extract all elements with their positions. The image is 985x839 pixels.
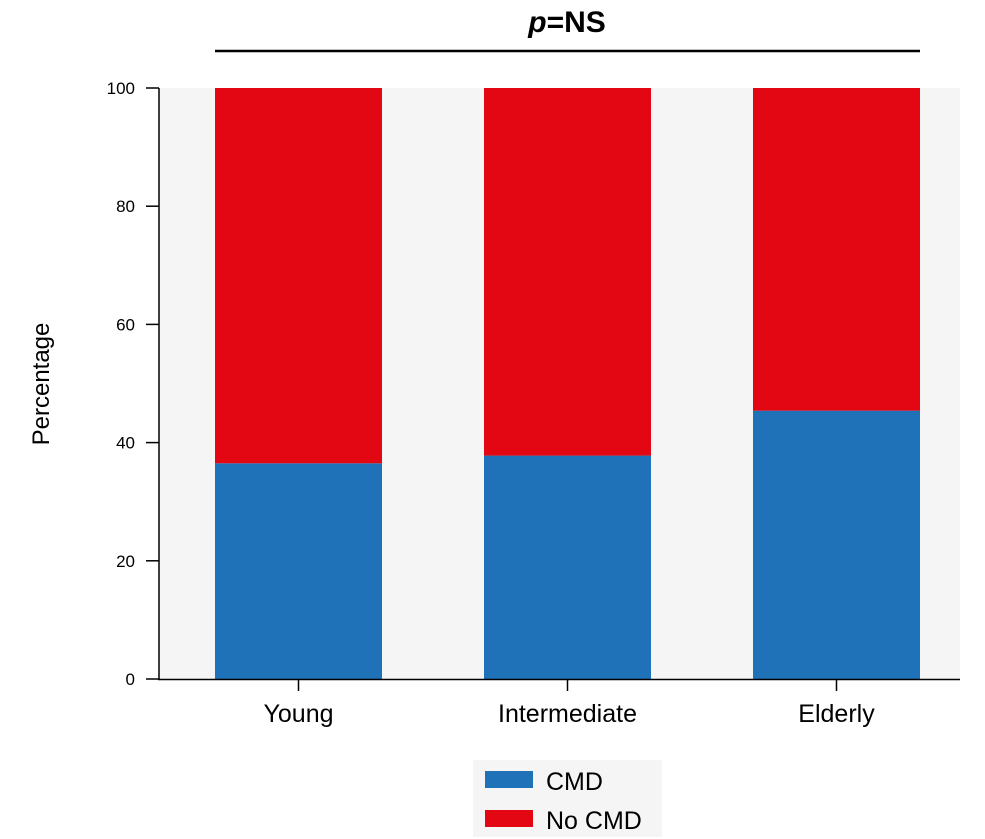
legend-label-no-cmd: No CMD bbox=[546, 807, 642, 835]
x-tick-label: Intermediate bbox=[498, 700, 637, 728]
bar-young-no-cmd bbox=[215, 88, 382, 464]
y-tick-label: 20 bbox=[116, 552, 135, 571]
bar-elderly-cmd bbox=[753, 410, 920, 679]
y-tick-label: 60 bbox=[116, 315, 135, 334]
legend-swatch-no-cmd bbox=[485, 810, 533, 827]
legend: CMD No CMD bbox=[473, 760, 662, 837]
bar-young-cmd bbox=[215, 463, 382, 679]
x-tick-label: Young bbox=[264, 700, 334, 728]
bar-intermediate-cmd bbox=[484, 455, 651, 679]
legend-label-cmd: CMD bbox=[546, 768, 603, 796]
significance-annotation: p=NS bbox=[527, 6, 606, 39]
legend-swatch-cmd bbox=[485, 771, 533, 788]
bar-elderly-no-cmd bbox=[753, 88, 920, 411]
y-tick-label: 100 bbox=[107, 79, 135, 98]
y-tick-label: 40 bbox=[116, 434, 135, 453]
x-tick-label: Elderly bbox=[798, 700, 875, 728]
y-tick-label: 0 bbox=[126, 670, 135, 689]
y-tick-label: 80 bbox=[116, 197, 135, 216]
y-axis-label: Percentage bbox=[28, 323, 55, 446]
bar-intermediate-no-cmd bbox=[484, 88, 651, 456]
